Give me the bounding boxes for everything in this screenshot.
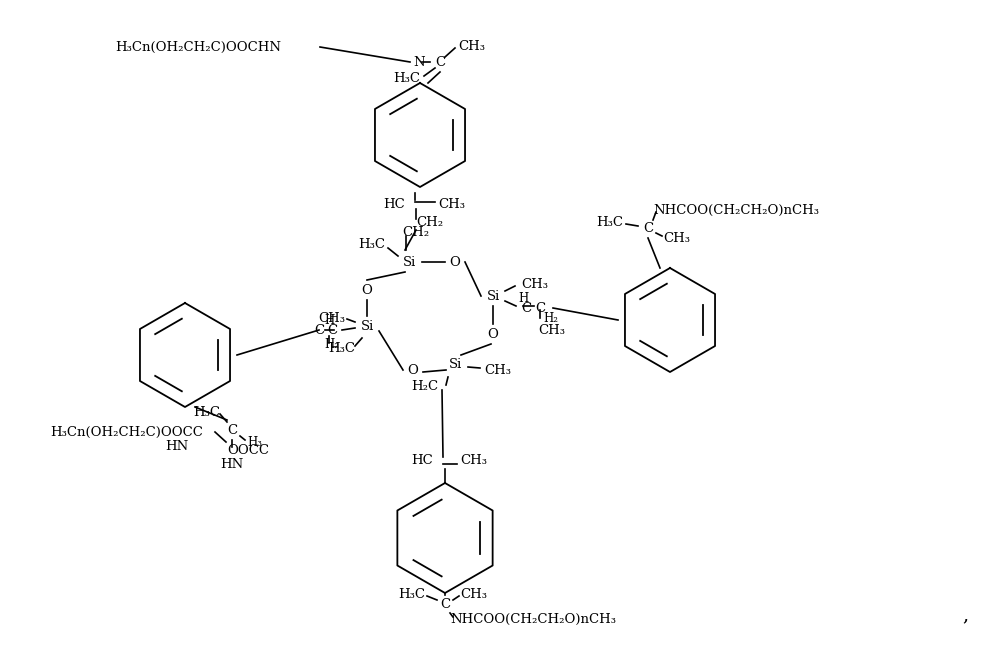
Text: Si: Si bbox=[360, 319, 374, 333]
Text: Si: Si bbox=[486, 289, 500, 303]
Text: OOCC: OOCC bbox=[227, 444, 269, 456]
Text: C: C bbox=[643, 221, 653, 235]
Text: C: C bbox=[535, 301, 545, 315]
Text: CH₃: CH₃ bbox=[538, 325, 565, 338]
Text: H₂: H₂ bbox=[543, 311, 558, 325]
Text: NHCOO(CH₂CH₂O)nCH₃: NHCOO(CH₂CH₂O)nCH₃ bbox=[653, 203, 819, 217]
Text: HN: HN bbox=[165, 440, 188, 454]
Text: CH₃: CH₃ bbox=[318, 311, 345, 325]
Text: CH₃: CH₃ bbox=[458, 39, 485, 53]
Text: C: C bbox=[227, 424, 237, 436]
Text: C: C bbox=[327, 325, 337, 338]
Text: CH₃: CH₃ bbox=[460, 454, 487, 468]
Text: CH₃: CH₃ bbox=[484, 364, 511, 376]
Text: CH₃: CH₃ bbox=[663, 231, 690, 245]
Text: CH₃: CH₃ bbox=[460, 588, 487, 602]
Text: O: O bbox=[488, 327, 498, 340]
Text: HC: HC bbox=[383, 199, 405, 211]
Text: C: C bbox=[314, 325, 324, 338]
Text: NHCOO(CH₂CH₂O)nCH₃: NHCOO(CH₂CH₂O)nCH₃ bbox=[450, 612, 616, 626]
Text: H: H bbox=[518, 291, 528, 305]
Text: O: O bbox=[408, 364, 418, 376]
Text: H₃C: H₃C bbox=[358, 237, 385, 251]
Text: H₂C: H₂C bbox=[411, 380, 438, 394]
Text: CH₃: CH₃ bbox=[438, 199, 465, 211]
Text: H₃C: H₃C bbox=[328, 342, 355, 354]
Text: ,: , bbox=[962, 606, 968, 624]
Text: HC: HC bbox=[411, 454, 433, 468]
Text: H₃: H₃ bbox=[247, 436, 262, 448]
Text: Si: Si bbox=[449, 358, 463, 372]
Text: CH₃: CH₃ bbox=[521, 277, 548, 291]
Text: C: C bbox=[440, 598, 450, 612]
Text: H₃C: H₃C bbox=[393, 71, 420, 85]
Text: C: C bbox=[521, 301, 531, 315]
Text: H: H bbox=[324, 315, 334, 327]
Text: H₂: H₂ bbox=[324, 338, 340, 350]
Text: H₃C: H₃C bbox=[398, 588, 425, 602]
Text: Si: Si bbox=[403, 255, 417, 269]
Text: CH₂: CH₂ bbox=[402, 225, 429, 239]
Text: O: O bbox=[450, 255, 460, 269]
Text: O: O bbox=[362, 283, 372, 297]
Text: H₃Cn(OH₂CH₂C)OOCHN: H₃Cn(OH₂CH₂C)OOCHN bbox=[115, 41, 281, 53]
Text: H₃Cn(OH₂CH₂C)OOCC: H₃Cn(OH₂CH₂C)OOCC bbox=[50, 426, 203, 438]
Text: C: C bbox=[435, 55, 445, 69]
Text: H₃C: H₃C bbox=[596, 217, 623, 229]
Text: HN: HN bbox=[220, 458, 243, 470]
Text: CH₂: CH₂ bbox=[416, 215, 443, 229]
Text: H₃C: H₃C bbox=[193, 406, 220, 418]
Text: N: N bbox=[413, 55, 425, 69]
